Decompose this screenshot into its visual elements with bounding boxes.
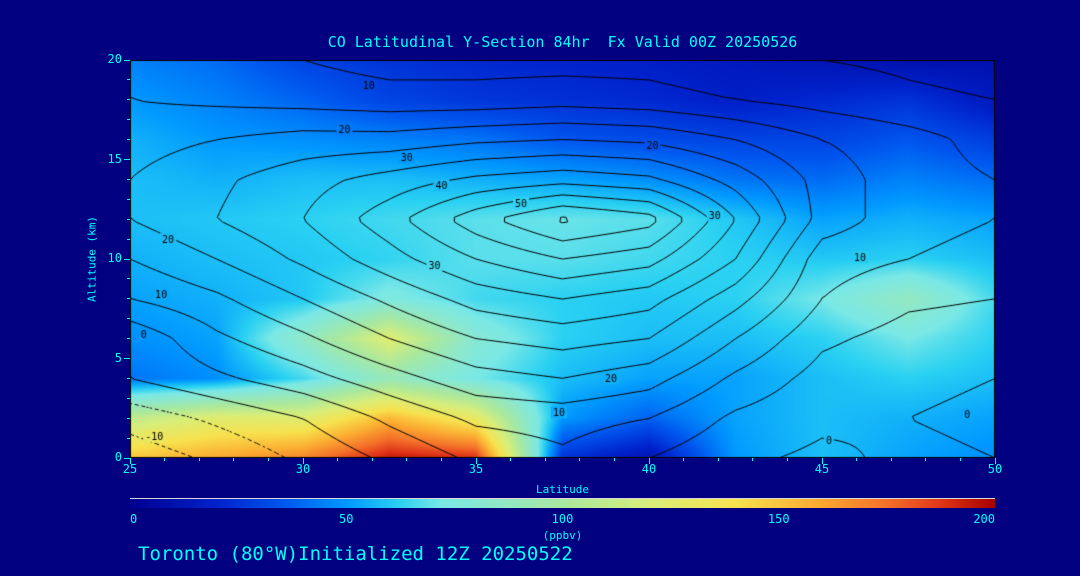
x-tick [233, 458, 235, 461]
x-tick [267, 458, 269, 461]
x-tick [821, 458, 823, 464]
x-tick-label: 35 [468, 462, 484, 476]
colorbar-tick-label: 50 [339, 512, 354, 526]
x-tick [129, 458, 131, 464]
y-tick [124, 59, 130, 61]
x-tick [717, 458, 719, 461]
y-tick [127, 437, 130, 439]
y-tick [127, 318, 130, 320]
colorbar [130, 498, 995, 508]
y-tick-label: 15 [107, 151, 122, 166]
x-tick [544, 458, 546, 461]
y-tick [127, 218, 130, 220]
y-tick [124, 358, 130, 359]
colorbar-tick-label: 200 [973, 512, 995, 526]
x-tick [994, 458, 996, 464]
colorbar-units: (ppbv) [542, 529, 583, 542]
y-tick [127, 79, 130, 81]
y-tick [127, 119, 130, 121]
x-tick-label: 25 [122, 462, 138, 476]
x-tick [475, 458, 477, 464]
y-tick [127, 377, 130, 379]
x-tick [440, 458, 442, 461]
colorbar-gradient [130, 499, 995, 508]
footer-run-info: Toronto (80°W)Initialized 12Z 20250522 [138, 543, 573, 565]
y-tick [127, 178, 130, 180]
contour-plot-canvas [130, 60, 995, 458]
y-tick [127, 238, 130, 240]
x-tick [925, 458, 927, 461]
y-tick-label: 0 [114, 450, 122, 464]
x-tick-label: 45 [814, 462, 830, 476]
x-tick-label: 30 [295, 462, 311, 476]
plot-area [130, 60, 995, 458]
x-tick-label: 40 [641, 462, 657, 476]
x-axis-label: Latitude [536, 483, 589, 496]
x-tick [752, 458, 754, 461]
y-tick [124, 457, 130, 459]
x-tick [959, 458, 961, 461]
y-tick [127, 338, 130, 340]
y-tick [127, 99, 130, 101]
y-tick [127, 397, 130, 399]
y-tick [127, 139, 130, 141]
colorbar-tick-label: 150 [767, 512, 790, 526]
y-tick [127, 298, 130, 300]
x-tick [198, 458, 200, 461]
x-tick [786, 458, 788, 461]
x-tick [613, 458, 615, 461]
x-tick [337, 458, 339, 461]
x-tick [856, 458, 858, 461]
x-tick [371, 458, 373, 461]
x-tick [164, 458, 166, 461]
y-tick [124, 258, 130, 260]
x-tick [510, 458, 512, 461]
y-tick-label: 5 [114, 350, 122, 365]
y-tick-label: 20 [107, 52, 122, 66]
x-tick [648, 458, 650, 464]
x-tick [302, 458, 304, 464]
x-tick [683, 458, 685, 461]
x-tick [890, 458, 892, 461]
colorbar-tick-label: 0 [130, 512, 138, 526]
x-tick [406, 458, 408, 461]
y-tick [124, 159, 130, 160]
chart-title: CO Latitudinal Y-Section 84hr Fx Valid 0… [327, 33, 798, 51]
y-tick [127, 417, 130, 419]
x-tick [579, 458, 581, 461]
x-tick-label: 50 [987, 462, 1003, 476]
y-tick-label: 10 [107, 251, 122, 265]
y-tick [127, 278, 130, 280]
colorbar-tick-label: 100 [551, 512, 574, 526]
y-tick [127, 198, 130, 200]
